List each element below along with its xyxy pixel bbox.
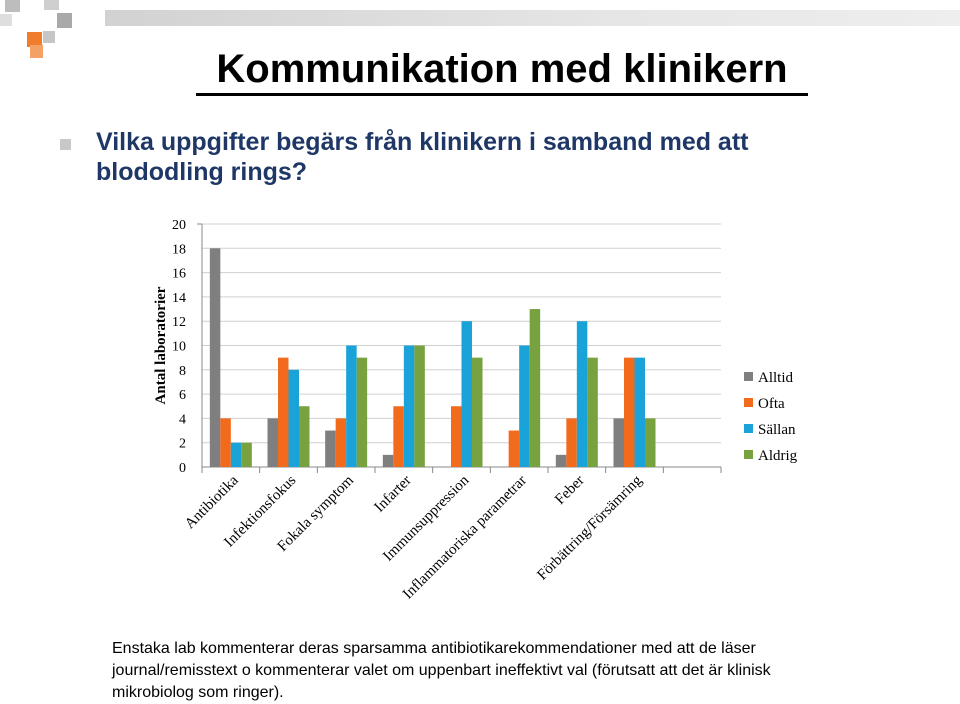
bar-alltid [209,248,221,467]
bar-aldrig [529,309,541,467]
bar-aldrig [587,357,598,467]
decor-square-gray-2 [44,0,59,10]
decor-square-gray-3 [57,13,72,28]
legend-label-aldrig: Aldrig [758,448,798,464]
y-tick-label: 4 [179,412,186,427]
y-tick-label: 16 [172,267,186,282]
legend-label-alltid: Alltid [758,370,794,386]
bar-sällan [230,442,242,467]
bar-sällan [519,345,530,467]
question-text: Vilka uppgifter begärs från klinikern i … [96,128,749,186]
y-tick-label: 10 [172,340,186,355]
decor-square-orange-1 [27,32,42,47]
legend-swatch-sällan [744,424,753,433]
x-category-label: Feber [552,473,587,508]
legend-swatch-ofta [744,398,753,407]
bar-ofta [566,418,577,467]
bar-aldrig [241,442,252,467]
bar-alltid [382,454,394,467]
legend-label-ofta: Ofta [758,396,785,412]
bar-ofta [220,418,231,467]
bar-aldrig [299,406,310,467]
bar-ofta [278,357,289,467]
y-tick-label: 12 [172,315,186,330]
legend-swatch-aldrig [744,450,753,459]
y-tick-label: 8 [179,364,186,379]
bar-sällan [288,369,299,467]
bar-sällan [634,357,645,467]
bar-ofta [335,418,347,467]
legend-swatch-alltid [744,372,753,381]
title-decor-bar [105,10,960,26]
x-category-label: Infarter [372,473,415,516]
decor-square-orange-2 [30,45,43,58]
bar-alltid [555,454,567,467]
bar-ofta [508,430,520,467]
bar-sällan [403,345,415,467]
legend-label-sällan: Sällan [758,422,796,438]
decor-square-gray-1 [5,0,20,12]
y-tick-label: 14 [172,291,186,306]
x-category-label: Antibiotika [182,472,242,532]
bar-alltid [613,418,624,467]
bar-ofta [624,357,635,467]
bar-alltid [325,430,336,467]
bar-ofta [451,406,462,467]
bar-sällan [461,321,472,467]
decor-square-gray-4 [43,31,55,43]
bar-chart: 0 2 4 6 8 10 12 14 16 18 20 Antal laboratorier Antib… [153,218,798,603]
y-tick-label: 2 [179,437,186,452]
y-tick-label: 20 [172,218,186,233]
x-category-label: Förbättring/Försämring [534,472,645,583]
bar-alltid [267,418,278,467]
bar-aldrig [356,357,368,467]
bar-aldrig [472,357,483,467]
y-tick-label: 0 [179,461,186,476]
slide-title: Kommunikation med klinikern [196,46,808,96]
decor-square-gray-5 [0,14,12,26]
bar-sällan [576,321,588,467]
x-category-label: Inflammatoriska parametrar [400,473,530,603]
bar-aldrig [645,418,656,467]
y-tick-label: 18 [172,242,186,257]
y-axis-label: Antal laboratorier [153,286,169,404]
bar-aldrig [414,345,425,467]
bar-ofta [393,406,404,467]
bar-sällan [346,345,357,467]
y-tick-label: 6 [179,388,186,403]
bullet-square-icon [60,139,71,150]
footnote-text: Enstaka lab kommenterar deras sparsamma … [112,640,771,701]
